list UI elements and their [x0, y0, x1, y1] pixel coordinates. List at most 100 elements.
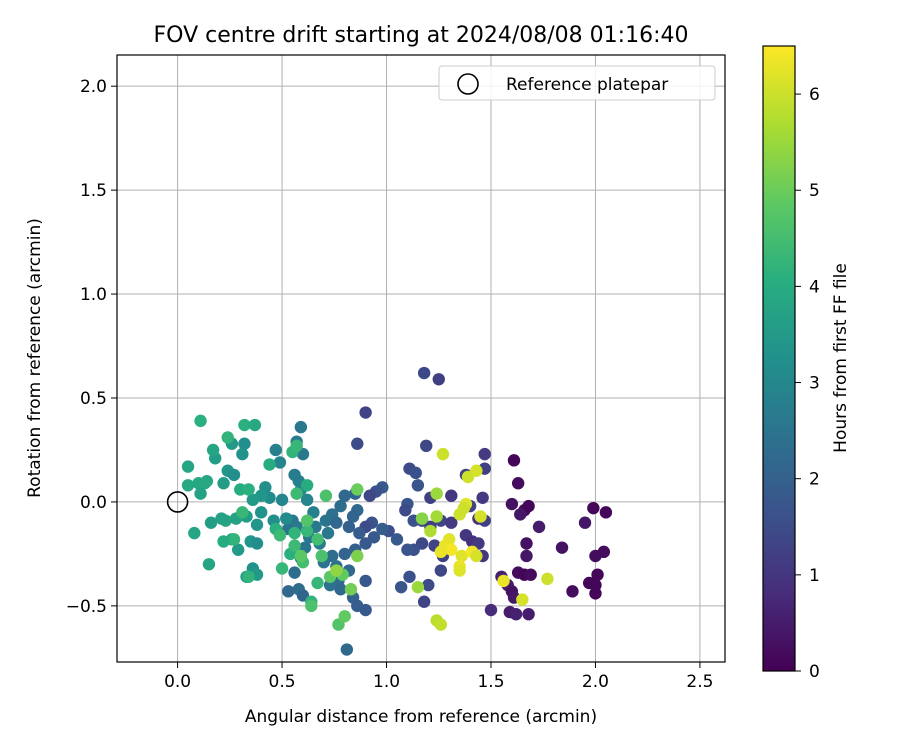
data-point	[236, 447, 249, 461]
data-point	[351, 549, 364, 563]
data-point	[315, 549, 328, 563]
data-point	[376, 522, 389, 536]
y-tick-label: 0.5	[80, 389, 107, 409]
colorbar-gradient	[762, 45, 796, 672]
data-point	[363, 489, 377, 502]
data-point	[478, 447, 491, 461]
data-point	[591, 568, 604, 581]
data-point	[290, 439, 303, 453]
data-point	[181, 460, 195, 473]
data-point	[411, 479, 425, 492]
data-point	[532, 520, 546, 534]
colorbar-label: Hours from first FF file	[831, 263, 851, 453]
data-point	[242, 570, 255, 583]
colorbar-tick-label: 1	[809, 566, 820, 586]
data-point	[311, 533, 324, 546]
data-point	[188, 526, 201, 540]
data-point	[359, 574, 372, 588]
data-point	[227, 468, 241, 482]
x-tick-label: 2.5	[686, 672, 713, 692]
data-point	[273, 528, 287, 542]
data-point	[359, 406, 372, 419]
x-tick-label: 0.5	[269, 672, 296, 692]
chart-title: FOV centre drift starting at 2024/08/08 …	[154, 23, 689, 48]
data-point	[417, 595, 431, 608]
data-point	[430, 487, 443, 500]
data-point	[455, 549, 468, 563]
legend: Reference platepar	[438, 65, 716, 101]
data-point	[403, 570, 416, 583]
colorbar-tick-label: 4	[809, 277, 820, 297]
data-point	[330, 564, 343, 577]
plot-frame	[116, 54, 726, 663]
data-point	[359, 537, 372, 550]
data-point	[509, 607, 523, 621]
data-point	[453, 564, 466, 577]
x-axis-label: Angular distance from reference (arcmin)	[245, 707, 597, 727]
data-point	[294, 420, 308, 434]
data-point	[254, 506, 268, 519]
data-point	[275, 562, 289, 575]
data-point	[434, 564, 448, 577]
data-point	[434, 545, 448, 559]
data-point	[566, 585, 579, 598]
colorbar: 0 1 2 3 4 5 6 Hours from first FF file	[762, 45, 851, 682]
data-point	[338, 489, 351, 502]
data-point	[520, 549, 533, 563]
data-point	[351, 483, 364, 496]
colorbar-tick-label: 5	[809, 181, 820, 201]
x-axis-ticks: 0.0 0.5 1.0 1.5 2.0 2.5	[164, 662, 713, 692]
data-point	[194, 414, 207, 428]
data-point	[217, 477, 230, 490]
data-point	[263, 458, 276, 471]
data-point	[476, 491, 489, 504]
data-point	[334, 499, 347, 513]
data-point	[269, 443, 282, 457]
data-point	[599, 506, 613, 519]
data-point	[424, 524, 437, 538]
data-point	[227, 533, 241, 546]
data-point	[415, 512, 429, 525]
data-point	[522, 499, 535, 513]
data-point	[474, 510, 487, 523]
data-point	[390, 533, 404, 546]
data-point	[445, 516, 458, 529]
data-point	[221, 431, 234, 444]
data-point	[319, 514, 333, 527]
x-tick-label: 1.5	[477, 672, 504, 692]
data-point	[250, 518, 264, 532]
y-tick-label: 1.5	[80, 181, 107, 201]
data-point	[181, 479, 195, 492]
data-point	[275, 493, 289, 507]
data-point	[192, 477, 205, 490]
data-point	[238, 418, 251, 432]
data-point	[242, 483, 255, 496]
colorbar-tick-label: 3	[809, 374, 820, 394]
data-point	[417, 366, 431, 380]
data-point	[470, 464, 483, 477]
legend-box	[438, 65, 716, 101]
data-point	[505, 497, 519, 511]
data-point	[340, 643, 354, 656]
data-point	[215, 512, 228, 525]
data-point	[524, 568, 537, 581]
colorbar-tick-label: 0	[809, 662, 820, 682]
data-point	[522, 607, 535, 621]
data-point	[282, 585, 295, 598]
data-point	[511, 477, 525, 490]
data-point	[300, 493, 314, 507]
data-point	[319, 489, 333, 502]
y-tick-label: −0.5	[66, 597, 107, 617]
data-point	[231, 543, 245, 556]
data-point	[288, 539, 301, 552]
data-point	[430, 510, 443, 523]
data-point	[589, 587, 602, 600]
data-point	[342, 520, 356, 534]
colorbar-tick-label: 6	[809, 85, 820, 105]
colorbar-ticks: 0 1 2 3 4 5 6	[795, 85, 820, 682]
data-point	[520, 537, 533, 550]
data-point	[484, 603, 498, 617]
data-point	[300, 514, 314, 527]
data-point	[346, 510, 360, 523]
